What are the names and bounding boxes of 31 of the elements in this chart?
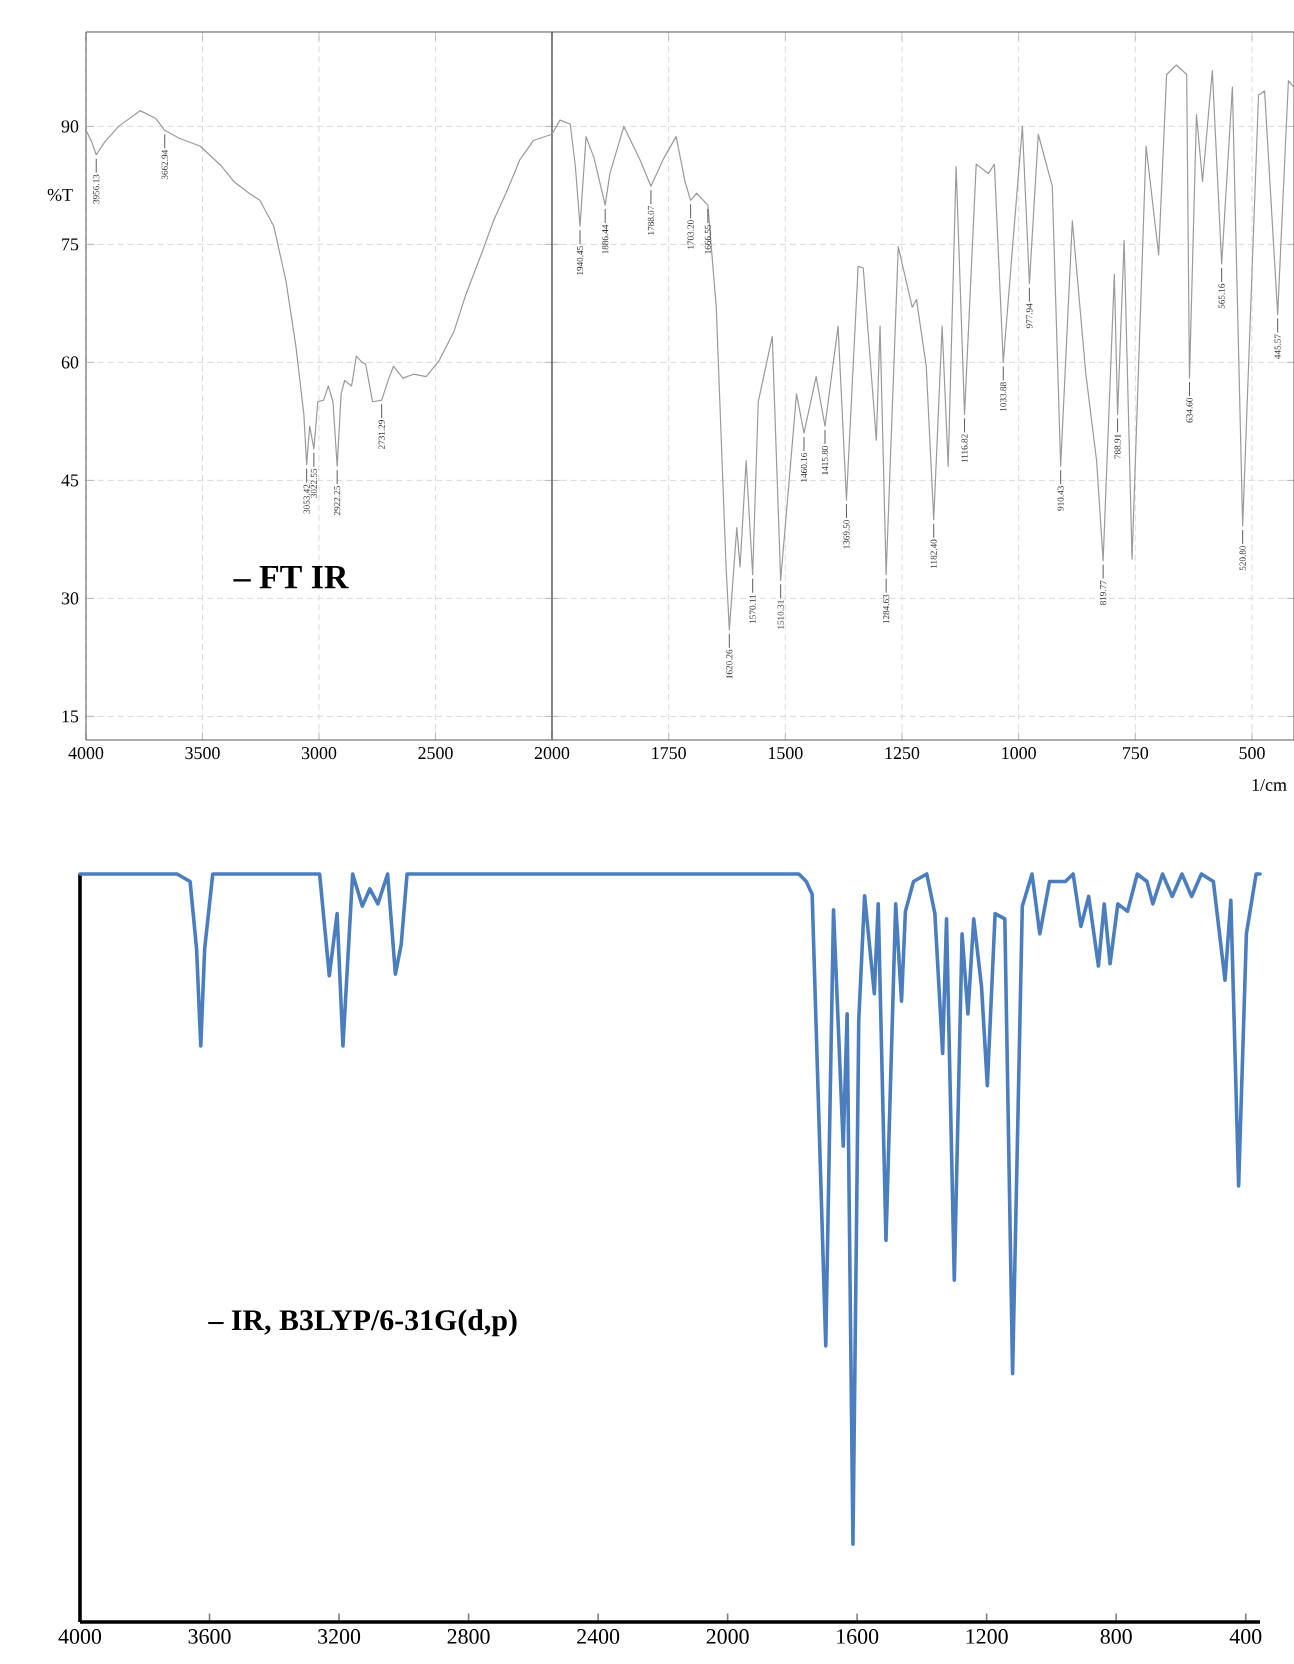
x-tick-label: 800 <box>1100 1629 1132 1644</box>
x-tick-label: 1500 <box>768 747 803 760</box>
x-tick-label: 500 <box>1239 747 1265 760</box>
x-tick-label: 2400 <box>576 1629 619 1644</box>
x-tick-label: 3200 <box>317 1629 360 1644</box>
y-tick-label: 90 <box>61 120 78 133</box>
x-tick-label: 1000 <box>1002 747 1036 760</box>
y-tick-label: 60 <box>61 356 78 369</box>
x-tick-label: 400 <box>1229 1629 1262 1644</box>
text: – FT IR <box>233 566 349 589</box>
y-tick-label: 15 <box>62 710 78 723</box>
x-tick-label: 3600 <box>188 1629 231 1644</box>
x-tick-label: 1600 <box>836 1629 878 1644</box>
y-tick-label: 75 <box>61 238 78 251</box>
x-tick-label: 2000 <box>706 1629 749 1644</box>
x-tick-label: 2500 <box>418 747 453 760</box>
x-tick-label: 4000 <box>58 1629 101 1644</box>
x-tick-label: 2800 <box>447 1629 490 1644</box>
x-tick-label: 3500 <box>185 747 220 760</box>
text: – IR, B3LYP/6-31G(d,p) <box>207 1309 517 1337</box>
y-tick-label: 45 <box>61 474 78 487</box>
x-tick-label: 4000 <box>68 747 103 760</box>
x-tick-label: 1250 <box>885 747 919 760</box>
y-tick-label: 30 <box>61 592 78 605</box>
x-tick-label: 2000 <box>534 747 569 760</box>
x-tick-label: 1200 <box>966 1629 1008 1644</box>
y-axis-title: %T <box>47 188 73 201</box>
x-tick-label: 1750 <box>652 747 686 760</box>
x-tick-label: 750 <box>1122 747 1148 760</box>
x-axis-title: 1/cm <box>1252 778 1287 791</box>
x-tick-label: 3000 <box>301 747 336 760</box>
